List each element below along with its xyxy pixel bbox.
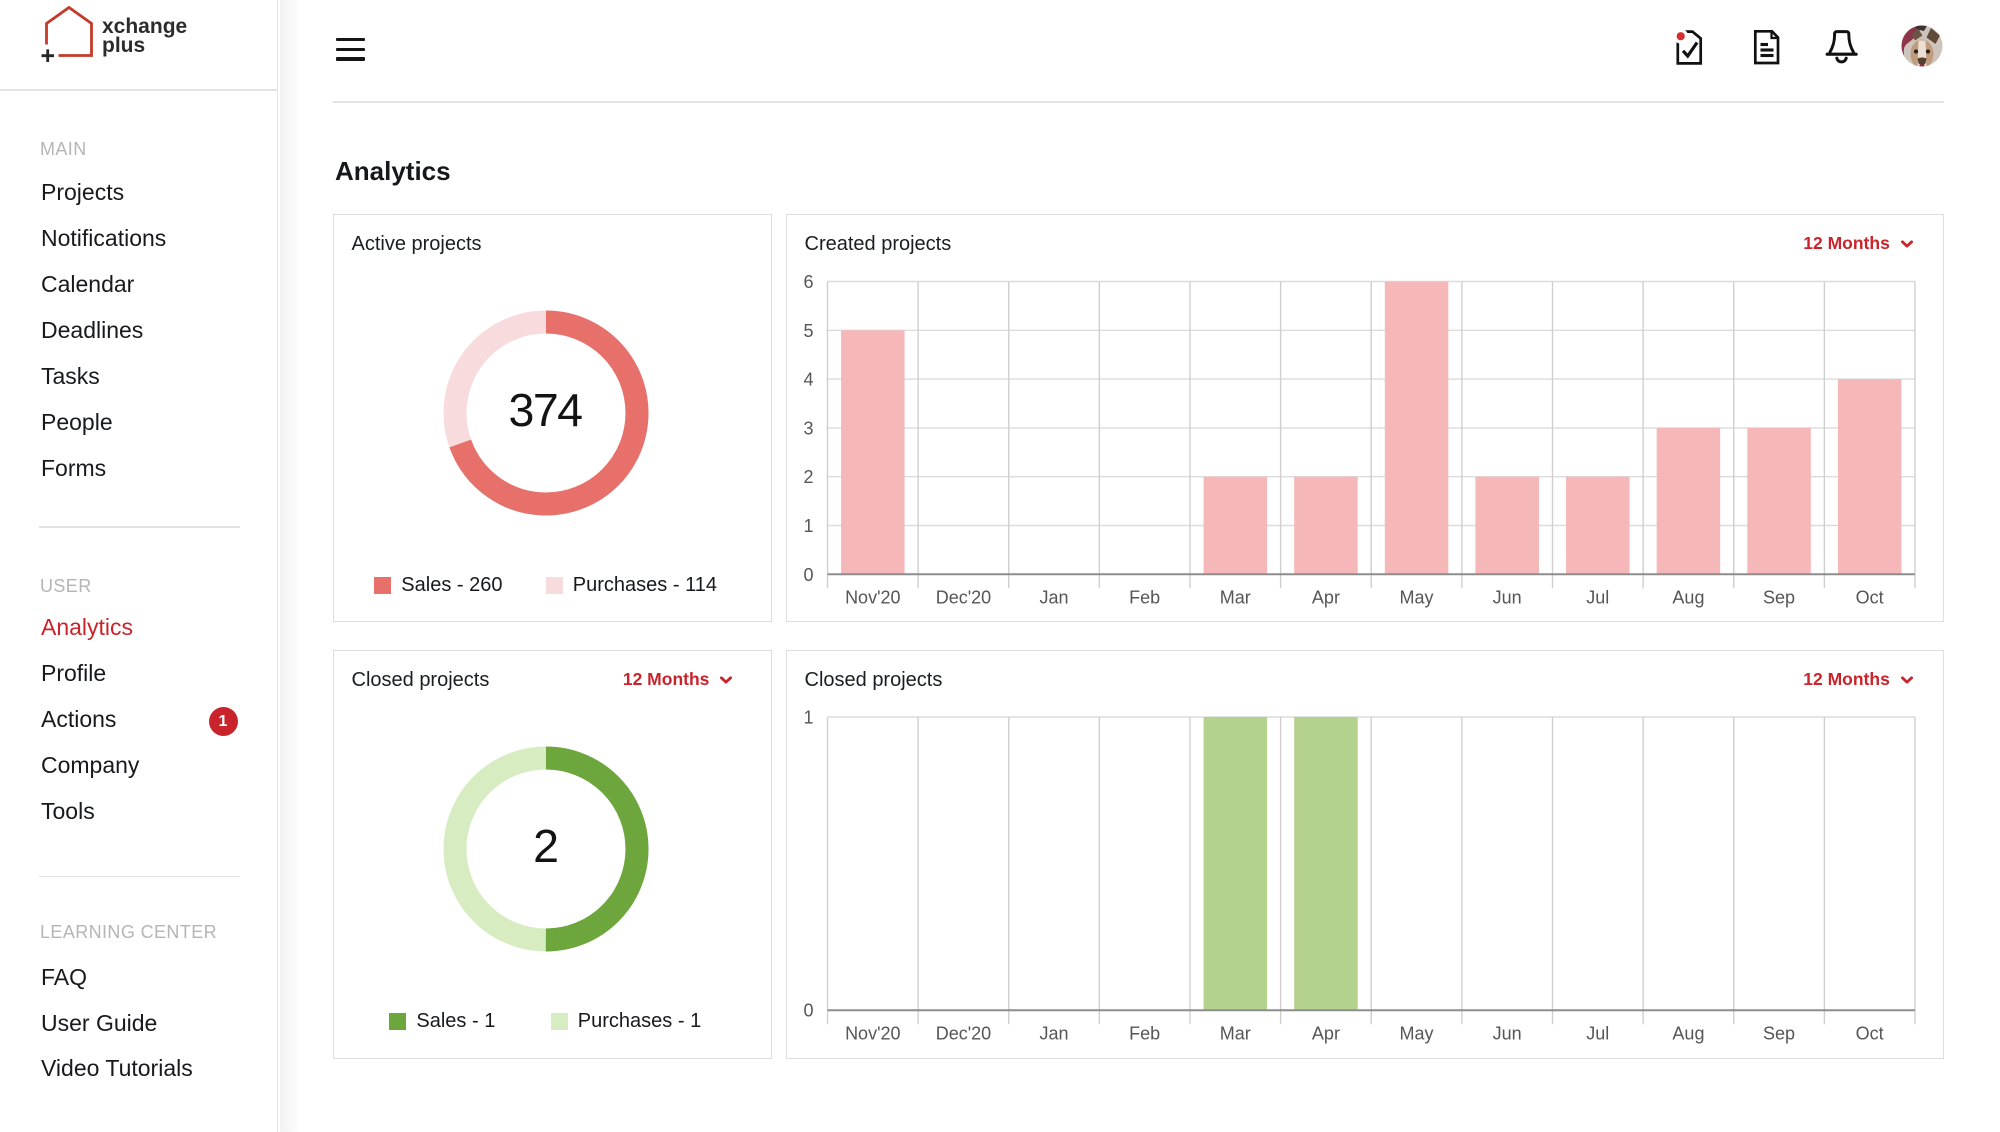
svg-text:0: 0 [803, 564, 813, 584]
svg-text:Aug: Aug [1672, 1023, 1704, 1043]
svg-text:1: 1 [803, 516, 813, 536]
svg-text:Jul: Jul [1586, 1023, 1609, 1043]
svg-text:3: 3 [803, 418, 813, 438]
svg-text:Jun: Jun [1492, 587, 1521, 607]
svg-text:2: 2 [533, 820, 559, 872]
svg-text:1: 1 [803, 707, 813, 727]
svg-text:Feb: Feb [1129, 1023, 1160, 1043]
svg-text:Dec'20: Dec'20 [935, 587, 990, 607]
svg-text:Nov'20: Nov'20 [845, 587, 900, 607]
svg-text:Aug: Aug [1672, 587, 1704, 607]
svg-text:Jun: Jun [1492, 1023, 1521, 1043]
svg-text:Apr: Apr [1311, 587, 1339, 607]
svg-text:0: 0 [803, 1000, 813, 1020]
svg-text:May: May [1399, 1023, 1433, 1043]
svg-text:4: 4 [803, 369, 813, 389]
svg-text:Oct: Oct [1855, 587, 1883, 607]
svg-text:Mar: Mar [1219, 1023, 1250, 1043]
svg-text:Feb: Feb [1129, 587, 1160, 607]
svg-text:Jul: Jul [1586, 587, 1609, 607]
svg-text:Nov'20: Nov'20 [845, 1023, 900, 1043]
svg-text:374: 374 [508, 384, 582, 436]
svg-text:Jan: Jan [1039, 1023, 1068, 1043]
svg-text:6: 6 [803, 272, 813, 292]
svg-text:Mar: Mar [1219, 587, 1250, 607]
svg-text:May: May [1399, 587, 1433, 607]
svg-text:5: 5 [803, 320, 813, 340]
svg-text:Jan: Jan [1039, 587, 1068, 607]
svg-text:Sep: Sep [1763, 1023, 1795, 1043]
svg-text:Sep: Sep [1763, 587, 1795, 607]
svg-text:Oct: Oct [1855, 1023, 1883, 1043]
svg-text:Apr: Apr [1311, 1023, 1339, 1043]
svg-text:Dec'20: Dec'20 [935, 1023, 990, 1043]
svg-text:2: 2 [803, 467, 813, 487]
